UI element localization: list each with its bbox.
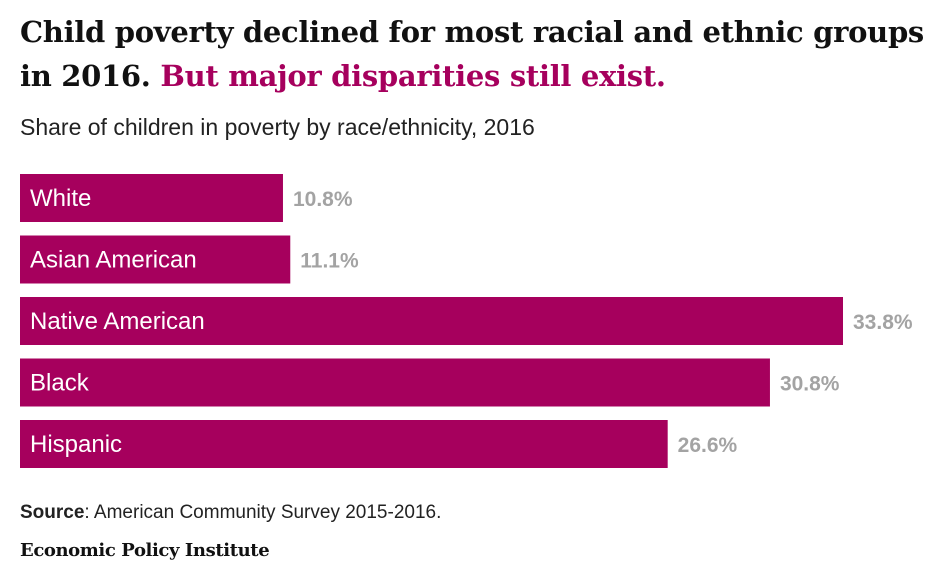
title-main: Child poverty declined for most racial a… xyxy=(20,15,924,93)
bar-native-american xyxy=(20,297,843,345)
organization-logo: Economic Policy Institute xyxy=(20,540,270,561)
bar-white xyxy=(20,174,283,222)
value-label-hispanic: 26.6% xyxy=(678,434,738,457)
value-label-asian-american: 11.1% xyxy=(300,250,359,273)
category-label-white: White xyxy=(30,185,91,212)
source-label: Source xyxy=(20,502,85,523)
source-note: Source: American Community Survey 2015-2… xyxy=(20,502,441,524)
chart-subtitle: Share of children in poverty by race/eth… xyxy=(20,114,535,140)
value-label-black: 30.8% xyxy=(780,373,840,396)
bar-black xyxy=(20,358,770,407)
bar-chart: White 10.8% Asian American 11.1% Native Amer… xyxy=(20,174,913,468)
bar-hispanic xyxy=(20,420,668,468)
category-label-asian-american: Asian American xyxy=(30,247,197,274)
bar-asian-american xyxy=(20,235,291,284)
value-label-native-american: 33.8% xyxy=(853,311,913,334)
category-label-native-american: Native American xyxy=(30,308,205,335)
source-text: : American Community Survey 2015-2016. xyxy=(84,502,442,523)
value-label-white: 10.8% xyxy=(293,188,353,211)
category-label-black: Black xyxy=(30,370,90,397)
title-accent: But major disparities still exist. xyxy=(160,59,666,93)
category-label-hispanic: Hispanic xyxy=(30,431,122,458)
chart-title: Child poverty declined for most racial a… xyxy=(20,10,930,98)
